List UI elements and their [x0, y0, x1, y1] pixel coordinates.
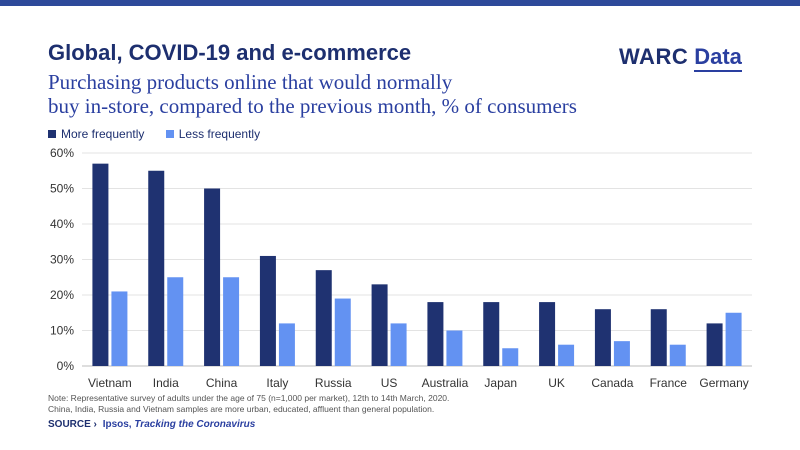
bar-more-frequently: [483, 302, 500, 366]
top-accent-bar: [0, 0, 800, 6]
bar-less-frequently: [446, 330, 463, 366]
y-tick-label: 50%: [50, 182, 74, 196]
bar-more-frequently: [594, 309, 611, 366]
bar-less-frequently: [725, 312, 742, 366]
source-label: SOURCE ›: [48, 419, 97, 430]
x-tick-label: France: [650, 376, 688, 390]
bar-more-frequently: [427, 302, 444, 366]
bar-less-frequently: [558, 344, 575, 366]
bar-more-frequently: [148, 170, 165, 366]
bar-more-frequently: [371, 284, 388, 366]
x-tick-label: Germany: [699, 376, 748, 390]
subtitle-line-1: Purchasing products online that would no…: [48, 70, 453, 94]
y-tick-label: 30%: [50, 253, 74, 267]
subtitle-line-2: buy in-store, compared to the previous m…: [48, 94, 577, 118]
legend-swatch-less: [165, 130, 174, 138]
bar-less-frequently: [278, 323, 295, 366]
y-tick-label: 40%: [50, 217, 74, 231]
x-tick-label: India: [153, 376, 179, 390]
bar-less-frequently: [502, 348, 519, 366]
source-title: Tracking the Coronavirus: [134, 419, 256, 430]
bar-less-frequently: [669, 344, 686, 366]
x-tick-label: Canada: [591, 376, 633, 390]
x-tick-label: China: [206, 376, 238, 390]
y-tick-label: 60%: [50, 146, 74, 160]
y-tick-label: 0%: [57, 359, 75, 373]
bar-less-frequently: [390, 323, 407, 366]
bar-more-frequently: [650, 309, 667, 366]
chart-legend: More frequently Less frequently: [48, 127, 278, 141]
legend-label-more: More frequently: [61, 127, 145, 141]
note-line-2: China, India, Russia and Vietnam samples…: [48, 404, 435, 414]
x-tick-label: Russia: [315, 376, 352, 390]
x-tick-label: US: [381, 376, 398, 390]
bar-more-frequently: [706, 323, 723, 366]
bar-chart: 0% 10% 20% 30% 40% 50% 60% Vietnam India China Ita…: [50, 146, 752, 390]
chart-title: Global, COVID-19 and e-commerce: [48, 40, 412, 65]
bar-more-frequently: [259, 255, 276, 366]
legend-swatch-more: [48, 130, 56, 138]
y-tick-label: 10%: [50, 324, 74, 338]
logo-warc-text: WARC: [619, 44, 689, 69]
x-tick-label: Italy: [266, 376, 288, 390]
bar-more-frequently: [92, 163, 109, 366]
legend-label-less: Less frequently: [178, 127, 261, 141]
bar-less-frequently: [111, 291, 128, 366]
bar-less-frequently: [167, 277, 184, 366]
x-tick-label: UK: [548, 376, 565, 390]
chart-subtitle: Purchasing products online that would no…: [48, 70, 668, 118]
bar-less-frequently: [334, 298, 351, 366]
bar-less-frequently: [613, 341, 630, 366]
legend-item-more: More frequently: [48, 127, 144, 141]
bar-less-frequently: [223, 277, 240, 366]
bar-more-frequently: [539, 302, 556, 366]
warc-data-logo: WARC Data: [619, 44, 742, 72]
x-tick-label: Vietnam: [88, 376, 132, 390]
y-tick-label: 20%: [50, 288, 74, 302]
logo-data-text: Data: [694, 44, 742, 72]
x-tick-label: Australia: [422, 376, 469, 390]
note-line-1: Note: Representative survey of adults un…: [48, 393, 450, 403]
x-tick-label: Japan: [484, 376, 517, 390]
legend-item-less: Less frequently: [165, 127, 261, 141]
chart-note: Note: Representative survey of adults un…: [48, 393, 748, 415]
bar-more-frequently: [315, 270, 332, 366]
bar-more-frequently: [204, 188, 221, 366]
chart-source: SOURCE › Ipsos, Tracking the Coronavirus: [48, 419, 255, 430]
source-name: Ipsos,: [102, 419, 132, 430]
